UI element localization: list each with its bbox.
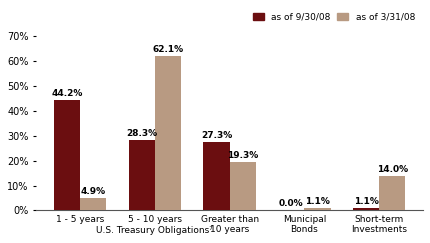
Bar [155,56,181,210]
Bar [203,142,230,210]
Text: 14.0%: 14.0% [377,165,408,174]
Bar [54,100,80,210]
Bar [80,198,106,210]
Legend: as of 9/30/08, as of 3/31/08: as of 9/30/08, as of 3/31/08 [249,9,418,26]
Text: 44.2%: 44.2% [51,89,83,98]
Text: 0.0%: 0.0% [279,200,304,208]
Text: 1.1%: 1.1% [305,197,330,206]
Bar [230,162,256,210]
Bar [129,140,155,210]
Bar [353,208,379,210]
Text: 4.9%: 4.9% [80,187,105,196]
Text: 1.1%: 1.1% [354,197,378,206]
Text: 27.3%: 27.3% [201,131,232,140]
Bar [304,208,331,210]
Text: 62.1%: 62.1% [152,45,183,54]
Bar [379,176,405,210]
Text: 19.3%: 19.3% [227,151,258,160]
Text: U.S. Treasury Obligations⁷: U.S. Treasury Obligations⁷ [96,226,213,235]
Text: 28.3%: 28.3% [126,129,157,138]
